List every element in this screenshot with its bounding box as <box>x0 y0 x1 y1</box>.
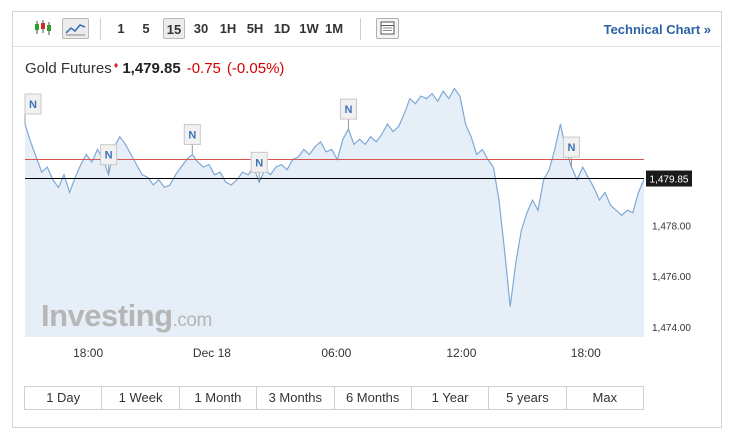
news-marker <box>100 144 118 166</box>
area-chart-icon[interactable] <box>62 18 89 39</box>
technical-chart-link[interactable]: Technical Chart » <box>603 22 711 37</box>
news-marker <box>183 123 201 145</box>
investing-logo: Investing.com <box>41 298 212 333</box>
last-price-tag <box>646 170 692 187</box>
timeframe-1-year[interactable]: 1 Year <box>412 387 490 409</box>
price-area <box>25 88 644 337</box>
news-marker-label: N <box>105 150 113 162</box>
x-tick-label: Dec 18 <box>193 346 231 360</box>
interval-1w[interactable]: 1W <box>299 21 319 36</box>
news-marker-label: N <box>29 99 37 111</box>
timeframe-1-month[interactable]: 1 Month <box>180 387 258 409</box>
news-marker <box>24 93 42 115</box>
news-marker <box>563 136 581 158</box>
instrument-name: Gold Futures <box>25 60 112 77</box>
price-change-percent: (-0.05%) <box>226 60 285 77</box>
x-tick-label: 18:00 <box>73 346 103 360</box>
y-tick-label: 1,478.00 <box>652 221 691 232</box>
data-table-icon[interactable] <box>376 18 399 39</box>
toolbar-divider <box>100 18 101 40</box>
news-marker <box>250 151 268 173</box>
timeframe-1-day[interactable]: 1 Day <box>25 387 103 409</box>
x-tick-label: 18:00 <box>571 346 601 360</box>
toolbar-divider <box>360 18 361 40</box>
news-marker-label: N <box>344 104 352 116</box>
news-marker <box>339 98 357 120</box>
interval-1[interactable]: 1 <box>117 21 125 36</box>
y-tick-label: 1,474.00 <box>652 323 691 334</box>
price-line <box>24 87 645 307</box>
chart-toolbar: 1 5 15 30 1H 5H 1D 1W 1M Technical Chart… <box>13 12 721 47</box>
interval-5h[interactable]: 5H <box>246 21 264 36</box>
timeframe-5-years[interactable]: 5 years <box>489 387 567 409</box>
timeframe-1-week[interactable]: 1 Week <box>102 387 180 409</box>
interval-30[interactable]: 30 <box>193 21 209 36</box>
quote-header: Gold Futures ♦ 1,479.85 -0.75 (-0.05%) <box>25 60 284 77</box>
x-tick-label: 06:00 <box>321 346 351 360</box>
timeframe-max[interactable]: Max <box>592 390 618 405</box>
interval-1m[interactable]: 1M <box>324 21 344 36</box>
timeframe-selector: 1 Day 1 Week 1 Month 3 Months 6 Months 1… <box>24 386 644 410</box>
timeframe-6-months[interactable]: 6 Months <box>335 387 412 409</box>
y-tick-label: 1,476.00 <box>652 272 691 283</box>
interval-5[interactable]: 5 <box>142 21 150 36</box>
news-marker-label: N <box>568 142 576 154</box>
down-arrow-icon: ♦ <box>113 60 119 70</box>
price-change: -0.75 <box>186 60 221 77</box>
news-marker-label: N <box>255 157 263 169</box>
interval-1d[interactable]: 1D <box>273 21 291 36</box>
price-chart[interactable]: 1,479.85 1,478.00 1,476.00 1,474.00 18:00 Dec… <box>13 12 721 384</box>
candlestick-chart-icon[interactable] <box>32 18 56 39</box>
chart-widget: 1 5 15 30 1H 5H 1D 1W 1M Technical Chart… <box>12 11 722 428</box>
last-price-tag-label: 1,479.85 <box>650 175 689 186</box>
interval-15[interactable]: 15 <box>163 18 185 39</box>
news-marker-label: N <box>188 129 196 141</box>
timeframe-3-months[interactable]: 3 Months <box>257 387 335 409</box>
last-price: 1,479.85 <box>122 60 181 77</box>
x-tick-label: 12:00 <box>446 346 476 360</box>
interval-1h[interactable]: 1H <box>219 21 237 36</box>
